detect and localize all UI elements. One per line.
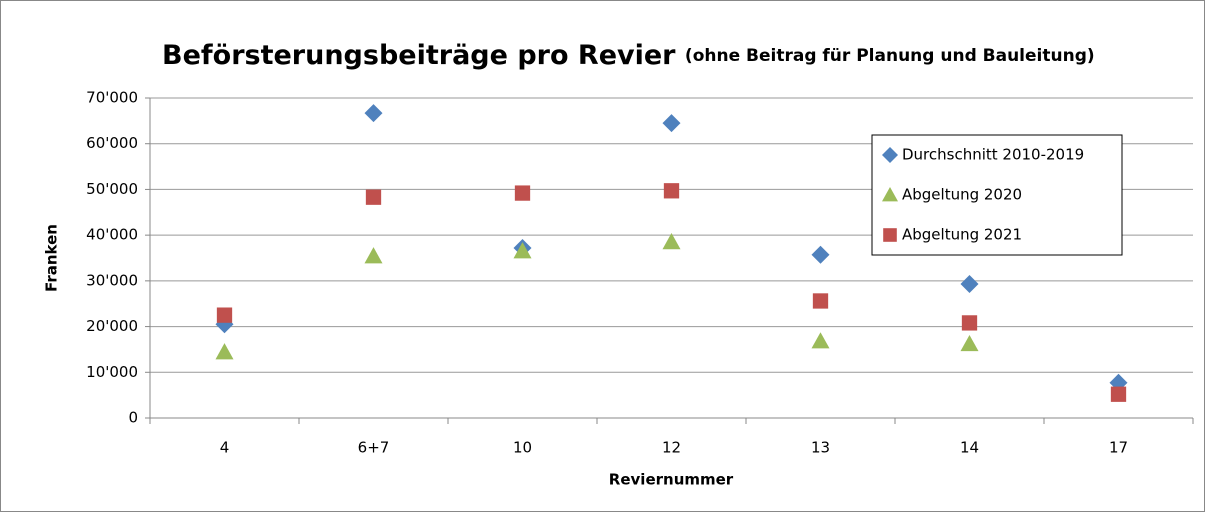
point [811,245,830,264]
point [662,114,681,133]
point [513,242,532,259]
point [662,233,681,250]
x-tick-label: 6+7 [358,439,390,457]
x-tick-label: 10 [513,439,532,457]
legend-box [871,134,1123,256]
y-tick-label: 70'000 [86,89,138,107]
x-tick-label: 4 [220,439,230,457]
point [364,104,383,123]
legend-marker [883,228,897,242]
y-axis-label: Franken [43,224,61,292]
chart-title: Beförsterungsbeiträge pro Revier (ohne B… [162,40,1095,71]
y-tick-label: 10'000 [86,363,138,381]
title-sub: (ohne Beitrag für Planung und Bauleitung… [685,46,1095,66]
y-tick-label: 20'000 [86,317,138,335]
x-tick-label: 13 [811,439,830,457]
point [1110,386,1127,402]
legend-label: Abgeltung 2020 [902,186,1022,204]
y-tick-label: 60'000 [86,134,138,152]
point [812,293,829,309]
point [215,343,234,360]
title-main: Beförsterungsbeiträge pro Revier [162,40,676,71]
y-tick-label: 40'000 [86,226,138,244]
point [514,185,531,201]
legend-label: Durchschnitt 2010-2019 [902,146,1084,164]
y-tick-label: 50'000 [86,180,138,198]
legend-marker [882,147,898,163]
point [961,315,978,331]
point [960,275,979,294]
x-tick-label: 14 [960,439,979,457]
point [364,247,383,264]
point [811,332,830,349]
point [365,189,382,205]
x-axis-label: Reviernummer [609,471,734,489]
y-tick-label: 0 [128,409,138,427]
point [216,307,233,323]
x-tick-label: 12 [662,439,681,457]
y-tick-label: 30'000 [86,271,138,289]
legend-marker [882,187,898,202]
point [960,334,979,352]
point [663,183,680,199]
x-tick-label: 17 [1109,439,1128,457]
legend-label: Abgeltung 2021 [902,226,1022,244]
